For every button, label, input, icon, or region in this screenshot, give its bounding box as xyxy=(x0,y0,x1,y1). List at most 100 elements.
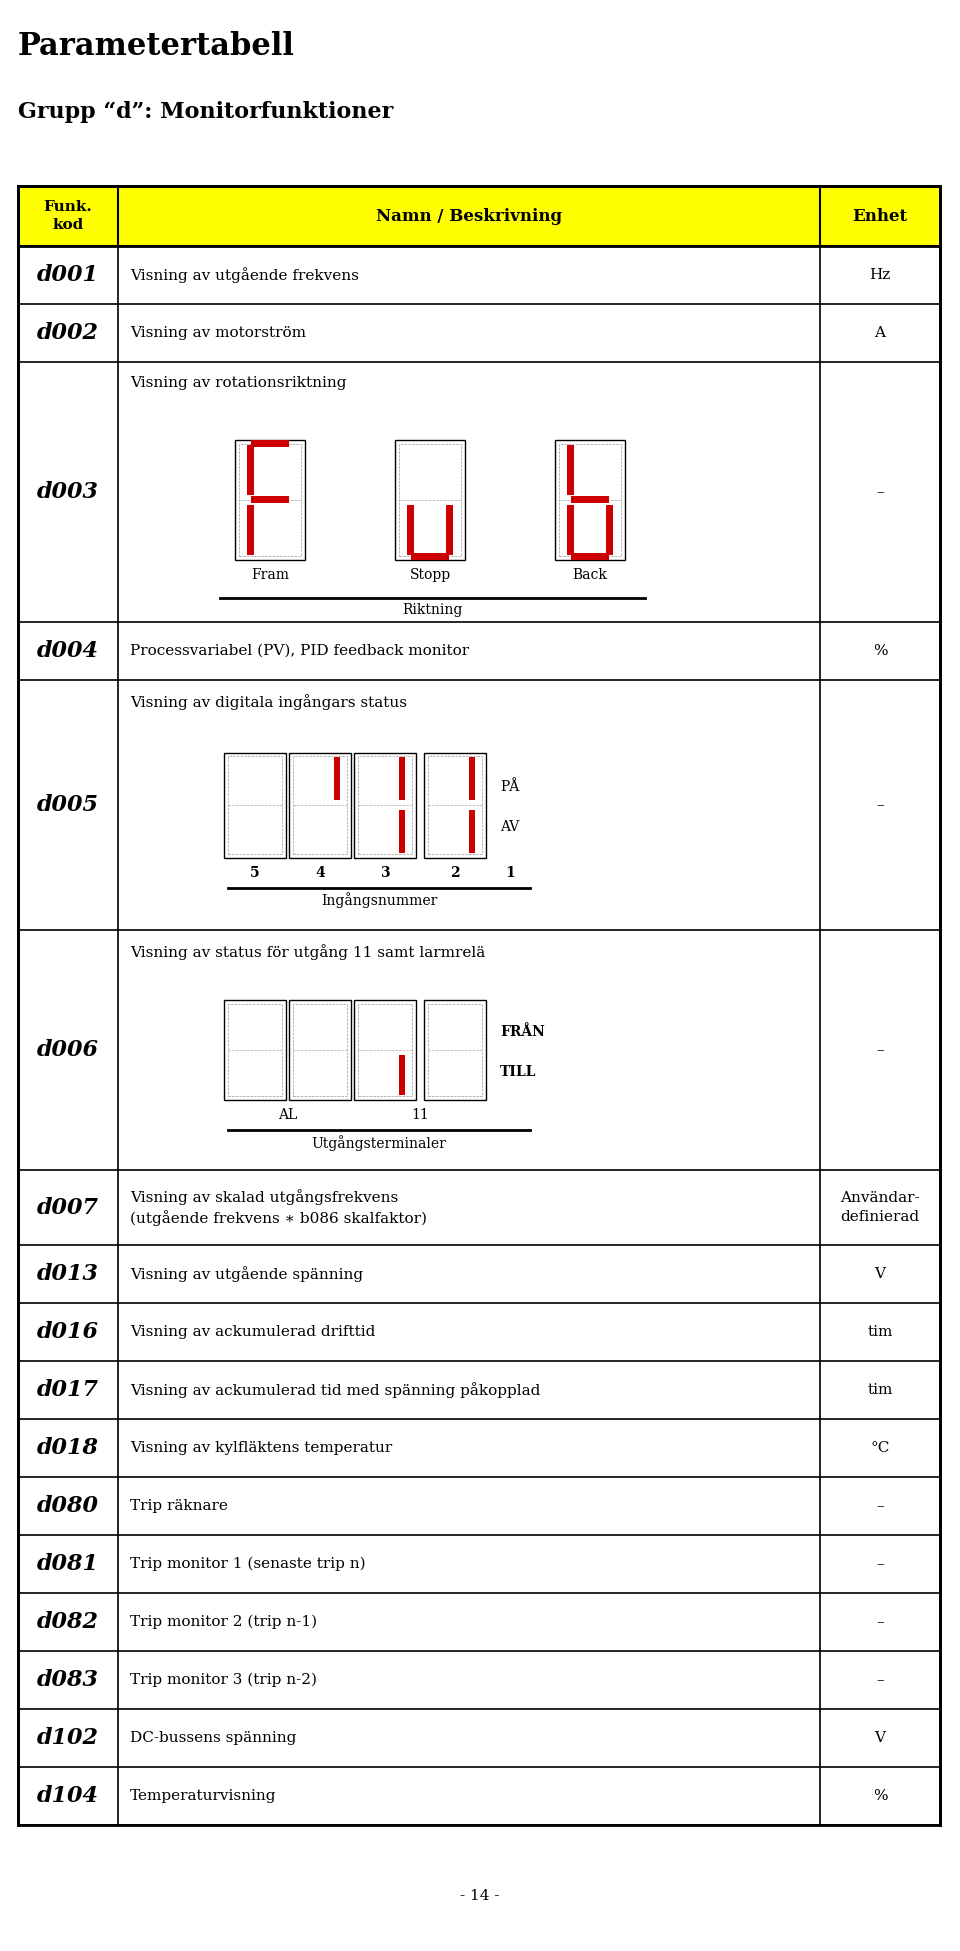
Bar xyxy=(358,1003,412,1096)
Text: - 14 -: - 14 - xyxy=(460,1889,500,1902)
Text: Visning av ackumulerad tid med spänning påkopplad: Visning av ackumulerad tid med spänning … xyxy=(130,1381,540,1399)
Bar xyxy=(248,445,254,494)
Text: –: – xyxy=(876,1674,884,1688)
Bar xyxy=(555,439,625,560)
Bar xyxy=(428,1003,482,1096)
Text: Visning av rotationsriktning: Visning av rotationsriktning xyxy=(130,377,347,390)
Text: 5: 5 xyxy=(251,866,260,880)
Bar xyxy=(354,1001,416,1100)
Text: Visning av utgående frekvens: Visning av utgående frekvens xyxy=(130,267,359,283)
Text: Fram: Fram xyxy=(251,568,289,581)
Text: Trip monitor 1 (senaste trip n): Trip monitor 1 (senaste trip n) xyxy=(130,1557,366,1571)
Text: Stopp: Stopp xyxy=(409,568,450,581)
Text: d005: d005 xyxy=(37,794,99,816)
Bar xyxy=(224,753,286,858)
Text: TILL: TILL xyxy=(500,1065,537,1079)
Text: –: – xyxy=(876,798,884,812)
Text: FRÅN: FRÅN xyxy=(500,1024,545,1040)
Text: 3: 3 xyxy=(380,866,390,880)
Bar xyxy=(571,496,610,503)
Text: Riktning: Riktning xyxy=(402,603,463,617)
Text: Parametertabell: Parametertabell xyxy=(18,31,295,62)
Bar xyxy=(606,505,612,554)
Bar xyxy=(228,757,282,855)
Bar xyxy=(428,757,482,855)
Text: –: – xyxy=(876,1498,884,1512)
Bar xyxy=(224,1001,286,1100)
Bar xyxy=(293,1003,348,1096)
Text: d082: d082 xyxy=(37,1612,99,1633)
Text: d102: d102 xyxy=(37,1727,99,1748)
Bar xyxy=(354,753,416,858)
Bar xyxy=(445,505,453,554)
Text: 2: 2 xyxy=(450,866,460,880)
Text: Visning av kylfläktens temperatur: Visning av kylfläktens temperatur xyxy=(130,1442,393,1455)
Text: Visning av ackumulerad drifttid: Visning av ackumulerad drifttid xyxy=(130,1325,375,1338)
Text: Enhet: Enhet xyxy=(852,207,907,224)
Bar xyxy=(567,445,574,494)
Text: d104: d104 xyxy=(37,1785,99,1807)
Bar xyxy=(559,445,621,556)
Text: Visning av status för utgång 11 samt larmrelä: Visning av status för utgång 11 samt lar… xyxy=(130,944,485,960)
Text: –: – xyxy=(876,1615,884,1629)
Bar xyxy=(399,810,405,853)
Text: d080: d080 xyxy=(37,1494,99,1518)
Bar xyxy=(251,439,289,447)
Text: AL: AL xyxy=(277,1108,298,1122)
Text: d083: d083 xyxy=(37,1668,99,1692)
Bar xyxy=(18,185,940,246)
Text: tim: tim xyxy=(867,1383,893,1397)
Text: Hz: Hz xyxy=(870,267,891,283)
Text: Grupp “d”: Monitorfunktioner: Grupp “d”: Monitorfunktioner xyxy=(18,101,394,123)
Text: d003: d003 xyxy=(37,482,99,503)
Bar xyxy=(235,439,305,560)
Text: Visning av motorström: Visning av motorström xyxy=(130,326,306,339)
Bar xyxy=(468,810,475,853)
Bar xyxy=(399,445,461,556)
Text: Trip räknare: Trip räknare xyxy=(130,1498,228,1512)
Bar xyxy=(424,1001,486,1100)
Bar xyxy=(239,445,300,556)
Bar xyxy=(571,552,610,560)
Bar xyxy=(289,1001,351,1100)
Bar xyxy=(567,505,574,554)
Text: d004: d004 xyxy=(37,640,99,661)
Text: –: – xyxy=(876,1044,884,1057)
Bar xyxy=(468,757,475,800)
Bar xyxy=(399,1055,405,1095)
Bar xyxy=(395,439,465,560)
Text: d001: d001 xyxy=(37,263,99,287)
Text: °C: °C xyxy=(871,1442,890,1455)
Text: d002: d002 xyxy=(37,322,99,343)
Bar xyxy=(334,757,340,800)
Text: PÅ: PÅ xyxy=(500,780,519,794)
Bar xyxy=(411,552,449,560)
Text: d017: d017 xyxy=(37,1379,99,1401)
Bar xyxy=(289,753,351,858)
Text: d016: d016 xyxy=(37,1321,99,1342)
Text: Visning av digitala ingångars status: Visning av digitala ingångars status xyxy=(130,695,407,710)
Text: V: V xyxy=(875,1731,885,1744)
Text: Ingångsnummer: Ingångsnummer xyxy=(321,892,437,909)
Text: Temperaturvisning: Temperaturvisning xyxy=(130,1789,276,1803)
Text: 1: 1 xyxy=(505,866,515,880)
Text: d081: d081 xyxy=(37,1553,99,1574)
Text: Trip monitor 3 (trip n‑2): Trip monitor 3 (trip n‑2) xyxy=(130,1672,317,1688)
Text: tim: tim xyxy=(867,1325,893,1338)
Text: Utgångsterminaler: Utgångsterminaler xyxy=(312,1135,446,1151)
Text: Back: Back xyxy=(572,568,608,581)
Text: –: – xyxy=(876,1557,884,1571)
Text: d013: d013 xyxy=(37,1262,99,1286)
Text: Funk.
kod: Funk. kod xyxy=(43,201,92,232)
Text: d006: d006 xyxy=(37,1040,99,1061)
Text: –: – xyxy=(876,486,884,499)
Text: 4: 4 xyxy=(315,866,324,880)
Text: A: A xyxy=(875,326,885,339)
Text: %: % xyxy=(873,644,887,657)
Text: d007: d007 xyxy=(37,1196,99,1219)
Bar xyxy=(407,505,415,554)
Bar xyxy=(293,757,348,855)
Bar xyxy=(424,753,486,858)
Text: %: % xyxy=(873,1789,887,1803)
Text: Namn / Beskrivning: Namn / Beskrivning xyxy=(376,207,562,224)
